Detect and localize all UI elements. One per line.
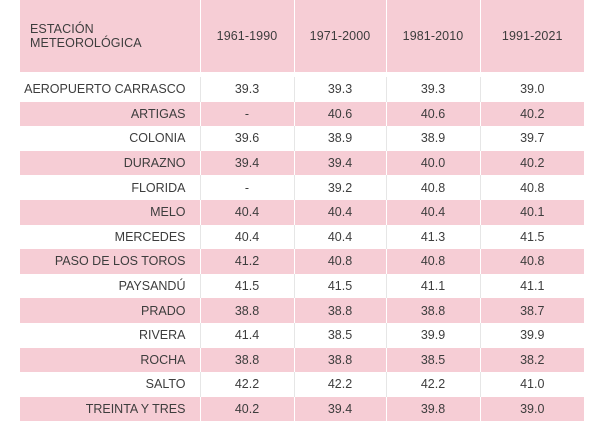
- temperature-value-cell: 40.4: [386, 199, 481, 225]
- temperature-value-cell: 41.5: [294, 273, 387, 299]
- temperature-value-cell: 40.1: [480, 199, 584, 225]
- temperature-value-cell: 41.3: [386, 224, 481, 250]
- temperature-value-cell: 41.5: [200, 273, 295, 299]
- header-period: 1981-2010: [386, 0, 481, 72]
- temperature-value-cell: 41.2: [200, 249, 295, 274]
- header-station: ESTACIÓN METEOROLÓGICA: [20, 0, 201, 72]
- temperature-value-cell: 40.8: [480, 249, 584, 274]
- temperature-value-cell: 42.2: [200, 372, 295, 397]
- header-period: 1971-2000: [294, 0, 387, 72]
- temperature-value-cell: 38.5: [386, 347, 481, 373]
- temperature-value-cell: 40.8: [480, 175, 584, 200]
- temperature-value-cell: 38.8: [200, 347, 295, 373]
- temperature-value-cell: 40.2: [200, 396, 295, 422]
- table-row: FLORIDA -39.2 40.8 40.8: [20, 175, 584, 200]
- temperature-value-cell: -: [200, 101, 295, 127]
- temperature-value-cell: 39.4: [294, 150, 387, 176]
- temperature-value-cell: 38.9: [294, 126, 387, 151]
- station-name-cell: DURAZNO: [20, 150, 201, 176]
- header-period: 1961-1990: [200, 0, 295, 72]
- station-name-cell: TREINTA Y TRES: [20, 396, 201, 422]
- temperature-value-cell: 38.8: [294, 347, 387, 373]
- temperature-value-cell: 40.6: [294, 101, 387, 127]
- temperature-value-cell: 40.2: [480, 150, 584, 176]
- station-name-cell: MELO: [20, 199, 201, 225]
- table-row: SALTO 42.2 42.2 42.2 41.0: [20, 372, 584, 397]
- table-row: RIVERA 41.4 38.5 39.9 39.9: [20, 322, 584, 348]
- table-row: PAYSANDÚ 41.5 41.5 41.1 41.1: [20, 273, 584, 299]
- temperature-value-cell: 39.3: [200, 77, 295, 102]
- table-row: ROCHA 38.8 38.8 38.5 38.2: [20, 347, 584, 373]
- station-name-cell: ARTIGAS: [20, 101, 201, 127]
- temperature-value-cell: -: [200, 175, 295, 200]
- temperature-value-cell: 40.4: [294, 199, 387, 225]
- temperature-value-cell: 40.4: [200, 224, 295, 250]
- table-row: TREINTA Y TRES 40.2 39.4 39.8 39.0: [20, 396, 584, 422]
- temperature-value-cell: 42.2: [386, 372, 481, 397]
- station-name-cell: MERCEDES: [20, 224, 201, 250]
- temperature-value-cell: 38.2: [480, 347, 584, 373]
- table-row: MELO 40.4 40.4 40.4 40.1: [20, 199, 584, 225]
- temperature-value-cell: 39.0: [480, 77, 584, 102]
- data-table-container: ESTACIÓN METEOROLÓGICA 1961-1990 1971-20…: [20, 0, 584, 422]
- station-name-cell: AEROPUERTO CARRASCO: [20, 77, 201, 102]
- temperature-value-cell: 41.4: [200, 322, 295, 348]
- temperature-value-cell: 40.0: [386, 150, 481, 176]
- table-row: DURAZNO 39.4 39.4 40.0 40.2: [20, 150, 584, 176]
- temperature-value-cell: 38.8: [294, 298, 387, 323]
- temperature-table: ESTACIÓN METEOROLÓGICA 1961-1990 1971-20…: [20, 0, 584, 422]
- temperature-value-cell: 40.4: [200, 199, 295, 225]
- temperature-value-cell: 39.3: [386, 77, 481, 102]
- table-row: ARTIGAS -40.6 40.6 40.2: [20, 101, 584, 127]
- temperature-value-cell: 40.8: [386, 175, 481, 200]
- temperature-value-cell: 38.9: [386, 126, 481, 151]
- temperature-value-cell: 40.8: [386, 249, 481, 274]
- station-name-cell: ROCHA: [20, 347, 201, 373]
- station-name-cell: PAYSANDÚ: [20, 273, 201, 299]
- temperature-value-cell: 39.8: [386, 396, 481, 422]
- temperature-value-cell: 38.7: [480, 298, 584, 323]
- station-name-cell: SALTO: [20, 372, 201, 397]
- temperature-value-cell: 41.1: [480, 273, 584, 299]
- station-name-cell: PASO DE LOS TOROS: [20, 249, 201, 274]
- temperature-value-cell: 39.2: [294, 175, 387, 200]
- temperature-value-cell: 41.1: [386, 273, 481, 299]
- temperature-value-cell: 39.9: [480, 322, 584, 348]
- temperature-value-cell: 38.5: [294, 322, 387, 348]
- table-row: AEROPUERTO CARRASCO 39.3 39.3 39.3 39.0: [20, 77, 584, 102]
- temperature-value-cell: 39.3: [294, 77, 387, 102]
- header-row: ESTACIÓN METEOROLÓGICA 1961-1990 1971-20…: [20, 0, 584, 72]
- station-name-cell: RIVERA: [20, 322, 201, 348]
- temperature-value-cell: 38.8: [386, 298, 481, 323]
- temperature-value-cell: 41.5: [480, 224, 584, 250]
- temperature-value-cell: 41.0: [480, 372, 584, 397]
- table-row: PRADO 38.8 38.8 38.8 38.7: [20, 298, 584, 323]
- temperature-value-cell: 39.4: [294, 396, 387, 422]
- temperature-value-cell: 39.6: [200, 126, 295, 151]
- station-name-cell: FLORIDA: [20, 175, 201, 200]
- temperature-value-cell: 39.4: [200, 150, 295, 176]
- temperature-value-cell: 39.7: [480, 126, 584, 151]
- temperature-value-cell: 40.2: [480, 101, 584, 127]
- table-row: MERCEDES 40.4 40.4 41.3 41.5: [20, 224, 584, 250]
- temperature-value-cell: 40.8: [294, 249, 387, 274]
- temperature-value-cell: 39.9: [386, 322, 481, 348]
- header-period: 1991-2021: [480, 0, 584, 72]
- temperature-value-cell: 40.4: [294, 224, 387, 250]
- station-name-cell: COLONIA: [20, 126, 201, 151]
- temperature-value-cell: 38.8: [200, 298, 295, 323]
- temperature-value-cell: 39.0: [480, 396, 584, 422]
- temperature-value-cell: 42.2: [294, 372, 387, 397]
- temperature-value-cell: 40.6: [386, 101, 481, 127]
- table-body: AEROPUERTO CARRASCO 39.3 39.3 39.3 39.0 ARTIG…: [20, 72, 584, 422]
- table-row: COLONIA 39.6 38.9 38.9 39.7: [20, 126, 584, 151]
- station-name-cell: PRADO: [20, 298, 201, 323]
- table-row: PASO DE LOS TOROS 41.2 40.8 40.8 40.8: [20, 249, 584, 274]
